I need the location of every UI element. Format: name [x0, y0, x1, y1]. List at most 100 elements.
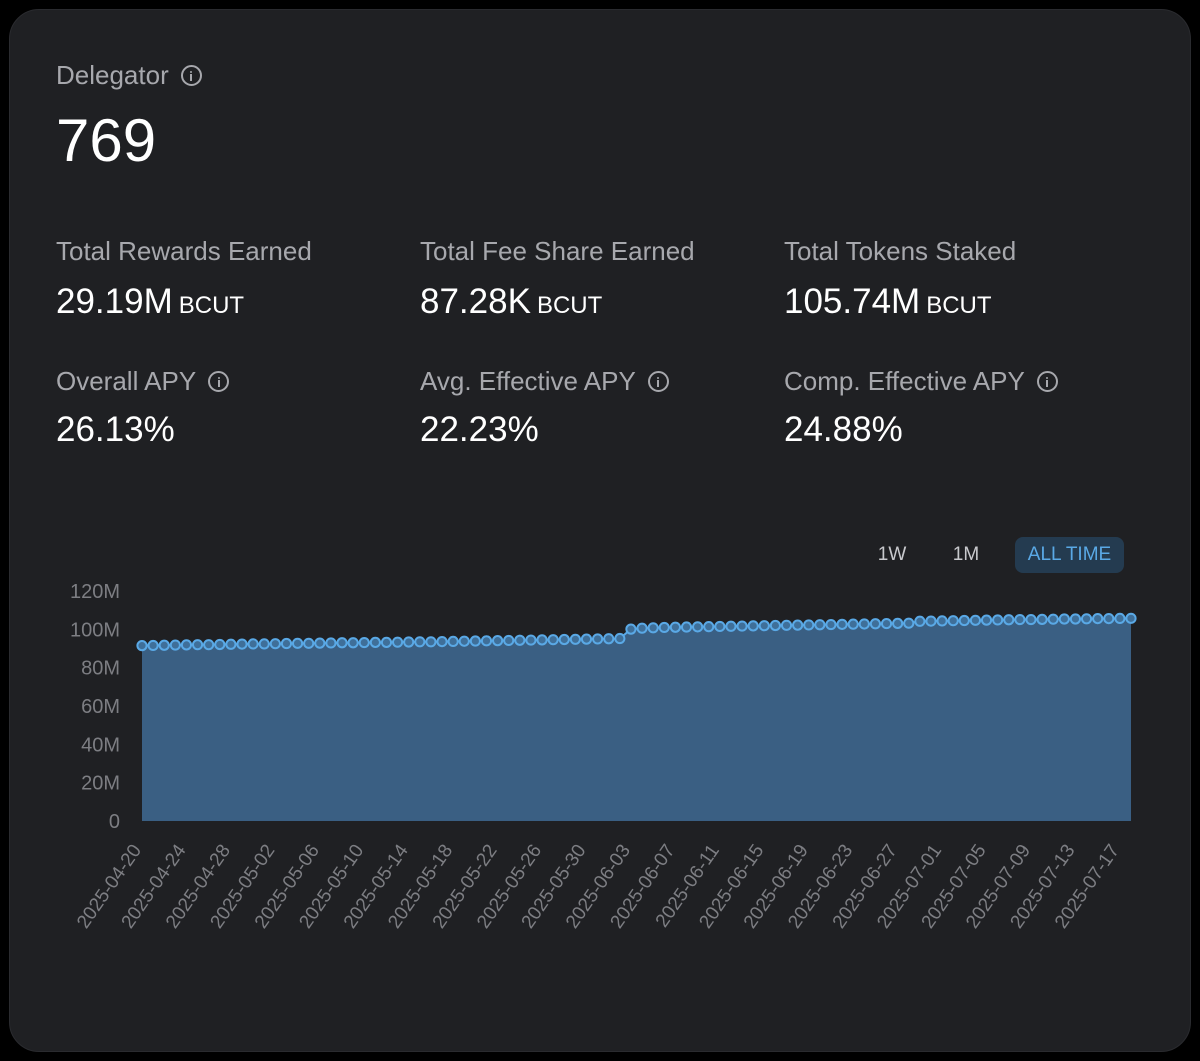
data-point	[336, 637, 348, 649]
data-point	[425, 636, 437, 648]
data-point	[291, 637, 304, 649]
overall-apy-label: Overall APY	[56, 366, 230, 397]
data-point	[692, 621, 704, 633]
avg-effective-apy-title: Avg. Effective APY	[420, 366, 636, 396]
data-point	[214, 638, 226, 651]
data-point	[558, 633, 570, 646]
data-point	[1125, 612, 1137, 624]
data-point	[1092, 613, 1104, 625]
comp-effective-apy-title: Comp. Effective APY	[784, 366, 1025, 396]
data-point	[269, 638, 281, 650]
info-icon[interactable]	[180, 65, 202, 86]
data-point	[258, 638, 270, 650]
data-point	[725, 620, 737, 632]
data-point	[414, 636, 426, 648]
y-tick-label: 0	[109, 811, 120, 833]
data-point	[980, 614, 993, 626]
data-point	[969, 614, 982, 626]
data-point	[792, 619, 804, 631]
data-point	[947, 615, 959, 627]
data-point	[303, 637, 315, 649]
data-point	[225, 638, 237, 650]
data-point	[825, 618, 837, 631]
data-point	[647, 622, 659, 634]
data-point	[314, 637, 326, 649]
data-point	[847, 618, 859, 630]
data-point	[1103, 613, 1115, 625]
info-icon[interactable]	[647, 371, 669, 392]
total-rewards-unit: BCUT	[178, 292, 245, 319]
range-1m-button[interactable]: 1M	[952, 544, 980, 565]
data-point	[592, 633, 604, 645]
data-point	[369, 636, 381, 648]
total-rewards-label: Total Rewards Earned	[56, 236, 312, 266]
data-point	[403, 636, 415, 648]
data-point	[492, 635, 504, 647]
data-point	[1058, 613, 1070, 625]
data-point	[380, 636, 393, 648]
data-point	[958, 614, 970, 627]
data-point	[325, 637, 337, 649]
data-point	[903, 617, 915, 629]
data-point	[1047, 613, 1059, 625]
delegator-count: 769	[56, 107, 157, 174]
data-point	[925, 615, 937, 627]
delegator-label: Delegator	[56, 60, 202, 91]
data-point	[1069, 613, 1082, 625]
data-point	[1114, 612, 1126, 625]
data-point	[625, 623, 637, 635]
total-rewards-value: 29.19M BCUT	[56, 282, 244, 326]
total-rewards-amount: 29.19M	[56, 282, 173, 321]
data-point	[569, 633, 581, 645]
total-fee-share-label: Total Fee Share Earned	[420, 236, 695, 266]
range-all-time-button[interactable]: ALL TIME	[1015, 537, 1124, 573]
data-point	[636, 622, 648, 634]
data-point	[158, 639, 170, 651]
data-point	[447, 635, 459, 648]
data-point	[280, 637, 293, 650]
data-point	[1080, 613, 1093, 625]
data-point	[480, 635, 493, 647]
staked-tokens-chart: 020M40M60M80M100M120M2025-04-202025-04-2…	[70, 581, 1137, 932]
data-point	[503, 634, 515, 647]
total-fee-share-amount: 87.28K	[420, 282, 531, 321]
data-point	[869, 618, 882, 630]
data-point	[814, 619, 826, 631]
comp-effective-apy-value: 24.88%	[784, 410, 903, 449]
info-icon[interactable]	[208, 371, 230, 392]
data-point	[736, 620, 748, 632]
y-tick-label: 20M	[81, 773, 120, 795]
info-icon[interactable]	[1036, 371, 1058, 392]
y-tick-label: 120M	[70, 581, 120, 603]
data-point	[191, 639, 204, 651]
data-point	[658, 621, 670, 634]
overall-apy-title: Overall APY	[56, 366, 197, 396]
total-tokens-staked-unit: BCUT	[926, 292, 992, 319]
data-point	[936, 615, 948, 627]
data-point	[703, 621, 715, 633]
data-point	[680, 621, 693, 633]
data-point	[169, 639, 181, 651]
area-fill	[142, 618, 1131, 821]
data-point	[180, 639, 193, 651]
delegator-card: Delegator 769 Total Rewards Earned 29.19…	[9, 9, 1191, 1052]
avg-effective-apy-value: 22.23%	[420, 410, 539, 449]
y-tick-label: 80M	[81, 658, 120, 680]
data-point	[614, 632, 626, 645]
avg-effective-apy-label: Avg. Effective APY	[420, 366, 669, 397]
data-point	[803, 619, 815, 631]
data-point	[880, 617, 893, 630]
total-fee-share-unit: BCUT	[536, 292, 603, 319]
data-point	[1036, 613, 1048, 625]
data-point	[358, 636, 370, 649]
data-point	[1014, 613, 1026, 626]
data-point	[547, 634, 559, 646]
range-1w-button[interactable]: 1W	[877, 544, 907, 565]
data-point	[436, 636, 448, 648]
data-point	[892, 617, 904, 629]
data-point	[391, 636, 404, 648]
data-point	[747, 620, 759, 632]
data-point	[714, 620, 726, 633]
overall-apy-value: 26.13%	[56, 410, 175, 449]
total-tokens-staked-value: 105.74M BCUT	[784, 282, 992, 326]
